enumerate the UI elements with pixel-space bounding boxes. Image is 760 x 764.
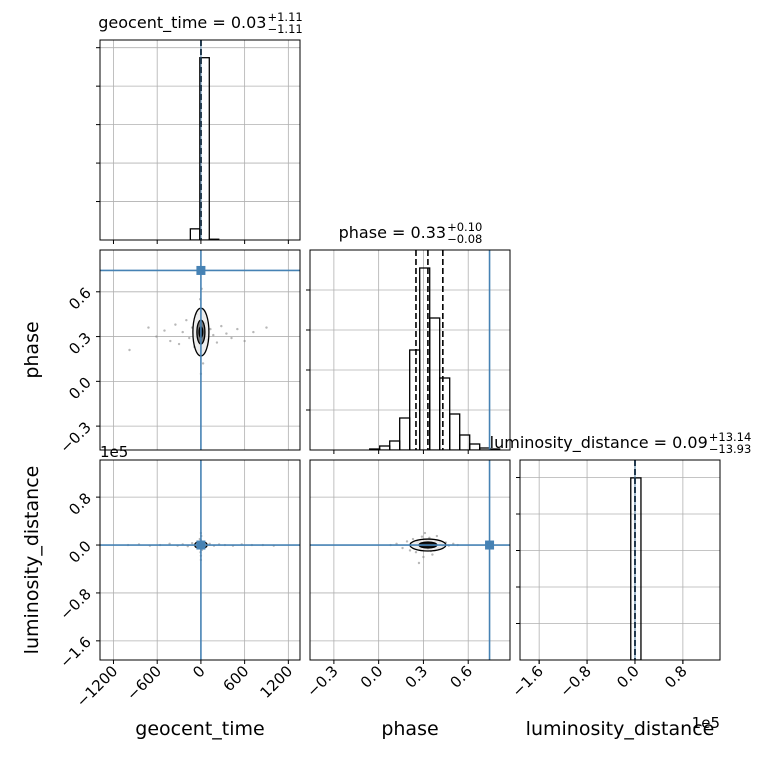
x-tick-label: 0.6 (446, 662, 476, 692)
truth-marker (196, 265, 206, 275)
x-axis-label: luminosity_distance (526, 718, 715, 740)
x-tick-label: 0.0 (357, 662, 387, 692)
y-tick-label: 0.0 (65, 537, 95, 567)
panel-frame (99, 459, 301, 661)
sample-point (163, 329, 166, 332)
truth-marker (485, 540, 495, 550)
x-axis-label: geocent_time (135, 718, 264, 740)
sample-point (236, 327, 239, 331)
x-tick-label: 0.0 (613, 662, 643, 692)
x-tick-label: 0 (189, 662, 208, 681)
title-lower-error: −13.93 (709, 442, 752, 456)
panel (310, 460, 510, 660)
sample-point (185, 318, 188, 322)
panel (100, 460, 300, 660)
x-tick-label: −600 (123, 662, 165, 704)
panel-frame (519, 459, 721, 661)
y-tick-label: −1.6 (56, 633, 94, 671)
y-tick-label: 0.6 (65, 284, 95, 314)
panel-frame (99, 249, 301, 451)
sample-point (128, 348, 131, 352)
sample-point (431, 553, 434, 556)
x-tick-label: 0.3 (402, 662, 432, 692)
y-axis-label: luminosity_distance (21, 466, 43, 655)
histogram-bin (389, 440, 401, 450)
histogram-bin (459, 434, 471, 450)
panel (520, 460, 720, 660)
histogram-bin (449, 413, 461, 450)
panel (310, 250, 510, 450)
sample-point (169, 339, 172, 343)
sample-point (188, 336, 191, 340)
sample-point (420, 535, 424, 538)
y-tick-label: −0.8 (56, 585, 94, 623)
panel-title: luminosity_distance = 0.09 (490, 433, 708, 453)
x-tick-label: 1200 (256, 662, 296, 702)
sample-point (201, 362, 205, 365)
histogram-bin (429, 317, 441, 450)
histogram-bin (409, 349, 421, 450)
histogram-bin (199, 57, 210, 240)
y-tick-label: 0.8 (65, 489, 95, 519)
sample-point (177, 342, 181, 346)
x-tick-label: 0.8 (661, 662, 691, 692)
y-tick-label: −0.3 (56, 418, 94, 456)
x-tick-label: −0.3 (303, 662, 341, 700)
title-upper-error: +13.14 (709, 430, 752, 444)
sample-point (265, 326, 268, 329)
sample-point (435, 534, 439, 538)
title-lower-error: −1.11 (267, 22, 302, 36)
sample-point (230, 336, 233, 340)
sample-point (215, 341, 219, 344)
panel (100, 40, 300, 240)
panel-frame (309, 459, 511, 661)
y-tick-label: 0.0 (65, 373, 95, 403)
sample-point (411, 537, 415, 541)
histogram-bin (469, 443, 481, 450)
sample-point (401, 546, 404, 550)
y-offset-label: 1e5 (100, 443, 128, 461)
sample-point (408, 549, 412, 552)
sample-point (220, 324, 223, 328)
x-tick-label: −1.6 (508, 662, 546, 700)
sample-point (417, 561, 421, 565)
sample-point (181, 330, 184, 334)
y-axis-label: phase (21, 321, 43, 378)
panel (100, 250, 300, 450)
sample-point (422, 555, 425, 559)
sample-point (423, 531, 427, 535)
sample-point (405, 540, 409, 543)
x-offset-label: 1e5 (692, 714, 720, 732)
truth-marker (196, 540, 206, 550)
sample-point (155, 335, 158, 338)
panel-frame (309, 249, 511, 451)
sample-point (212, 333, 215, 337)
histogram-bin (379, 445, 391, 450)
x-tick-label: −1200 (73, 662, 122, 711)
panel-frame (99, 39, 301, 241)
x-axis-label: phase (381, 718, 438, 740)
sample-point (174, 323, 177, 326)
histogram-bin (399, 417, 411, 450)
x-tick-label: 600 (219, 662, 252, 695)
sample-point (190, 542, 194, 545)
panel-title: phase = 0.33 (339, 223, 446, 242)
title-lower-error: −0.08 (447, 232, 482, 246)
sample-point (243, 339, 246, 343)
panel-title: geocent_time = 0.03 (98, 13, 266, 33)
x-tick-label: −0.8 (556, 662, 594, 700)
sample-point (414, 551, 418, 554)
title-upper-error: +0.10 (447, 220, 482, 234)
sample-point (252, 330, 255, 334)
sample-point (147, 326, 150, 329)
histogram-bin (630, 477, 642, 660)
sample-point (225, 332, 228, 335)
histogram-bin (439, 377, 451, 450)
sample-point (209, 327, 212, 331)
histogram-bin (189, 228, 201, 240)
y-tick-label: 0.3 (65, 329, 95, 359)
title-upper-error: +1.11 (267, 10, 302, 24)
